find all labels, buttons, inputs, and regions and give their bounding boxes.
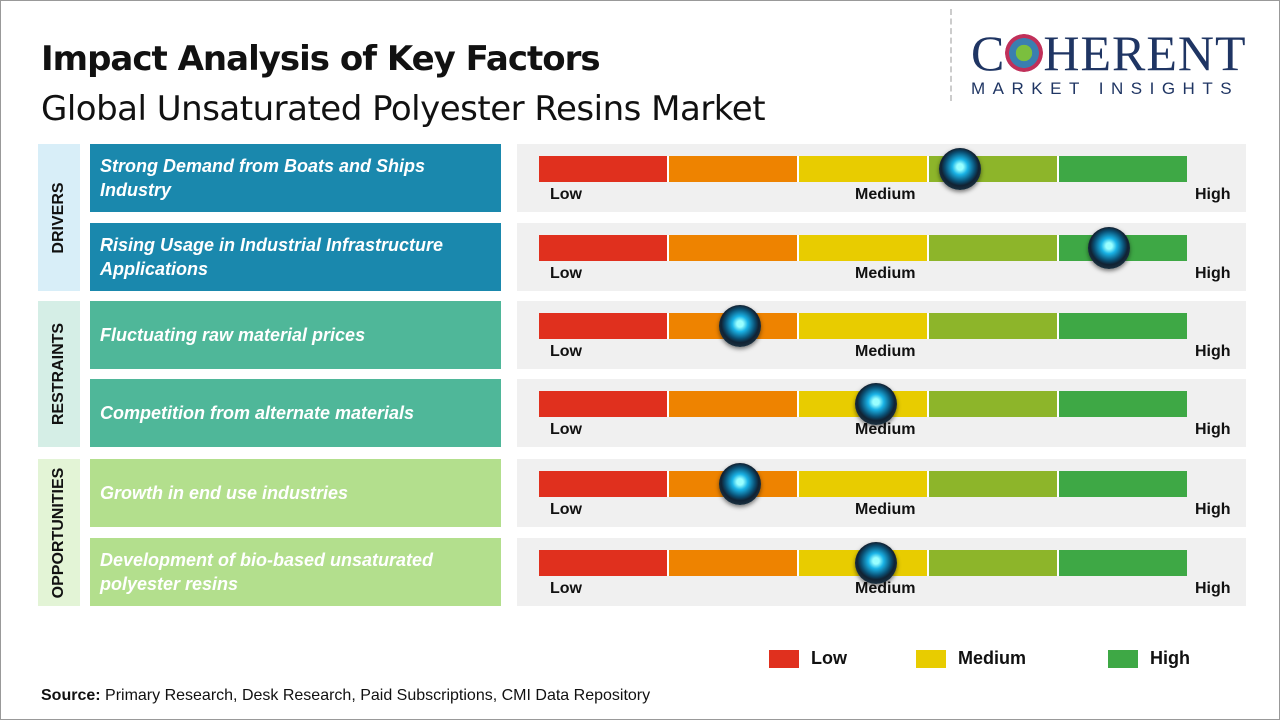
segment-medium: [799, 156, 929, 182]
scale-medium-label: Medium: [855, 580, 916, 597]
segment-medium: [799, 471, 929, 497]
logo-mark: C HERENT: [971, 25, 1247, 81]
segment-low: [539, 235, 669, 261]
impact-gauge: Low Medium High: [517, 144, 1246, 212]
factor-label: Growth in end use industries: [90, 459, 501, 527]
category-opportunities: OPPORTUNITIES: [38, 459, 80, 606]
impact-scale: [539, 471, 1187, 497]
segment-medium-high: [929, 235, 1059, 261]
category-label: OPPORTUNITIES: [50, 467, 67, 598]
impact-marker: [939, 148, 982, 190]
factor-label: Strong Demand from Boats and Ships Indus…: [90, 144, 501, 212]
scale-low-label: Low: [550, 580, 582, 597]
scale-low-label: Low: [550, 501, 582, 518]
scale-high-label: High: [1195, 265, 1231, 282]
source-note: Source: Primary Research, Desk Research,…: [41, 687, 651, 704]
scale-low-label: Low: [550, 343, 582, 360]
segment-low-medium: [669, 550, 799, 576]
scale-medium-label: Medium: [855, 501, 916, 518]
segment-low-medium: [669, 235, 799, 261]
impact-gauge: Low Medium High: [517, 459, 1246, 527]
legend-medium: Medium: [916, 648, 1026, 669]
impact-scale: [539, 391, 1187, 417]
scale-low-label: Low: [550, 421, 582, 438]
segment-medium-high: [929, 550, 1059, 576]
impact-marker: [854, 383, 897, 425]
segment-medium-high: [929, 391, 1059, 417]
factor-label: Rising Usage in Industrial Infrastructur…: [90, 223, 501, 291]
category-label: DRIVERS: [50, 181, 67, 254]
factor-label: Competition from alternate materials: [90, 379, 501, 447]
factor-label: Fluctuating raw material prices: [90, 301, 501, 369]
logo-subtext: MARKET INSIGHTS: [971, 79, 1240, 98]
impact-gauge: Low Medium High: [517, 379, 1246, 447]
segment-low: [539, 471, 669, 497]
segment-low: [539, 391, 669, 417]
segment-medium-high: [929, 313, 1059, 339]
segment-low: [539, 313, 669, 339]
impact-marker: [854, 542, 897, 584]
scale-low-label: Low: [550, 186, 582, 203]
category-drivers: DRIVERS: [38, 144, 80, 291]
segment-low-medium: [669, 391, 799, 417]
scale-medium-label: Medium: [855, 265, 916, 282]
factor-label: Development of bio-based unsaturated pol…: [90, 538, 501, 606]
impact-marker: [718, 463, 761, 505]
legend-high: High: [1108, 648, 1190, 669]
segment-high: [1059, 391, 1187, 417]
scale-high-label: High: [1195, 580, 1231, 597]
segment-medium-high: [929, 471, 1059, 497]
scale-high-label: High: [1195, 343, 1231, 360]
scale-high-label: High: [1195, 501, 1231, 518]
impact-scale: [539, 235, 1187, 261]
globe-icon: [1005, 34, 1044, 72]
logo-divider: [950, 9, 952, 101]
page-title: Impact Analysis of Key Factors: [41, 39, 601, 79]
segment-high: [1059, 156, 1187, 182]
segment-low: [539, 550, 669, 576]
page-subtitle: Global Unsaturated Polyester Resins Mark…: [41, 89, 766, 129]
logo: C HERENT MARKET INSIGHTS: [971, 25, 1261, 99]
segment-high: [1059, 313, 1187, 339]
scale-low-label: Low: [550, 265, 582, 282]
impact-gauge: Low Medium High: [517, 223, 1246, 291]
category-restraints: RESTRAINTS: [38, 301, 80, 447]
legend-low: Low: [769, 648, 847, 669]
impact-scale: [539, 156, 1187, 182]
segment-low-medium: [669, 156, 799, 182]
scale-medium-label: Medium: [855, 186, 916, 203]
impact-marker: [1088, 227, 1131, 269]
impact-scale: [539, 313, 1187, 339]
impact-marker: [718, 305, 761, 347]
segment-medium: [799, 313, 929, 339]
segment-high: [1059, 550, 1187, 576]
scale-medium-label: Medium: [855, 421, 916, 438]
impact-gauge: Low Medium High: [517, 538, 1246, 606]
segment-high: [1059, 471, 1187, 497]
scale-high-label: High: [1195, 186, 1231, 203]
segment-low: [539, 156, 669, 182]
impact-gauge: Low Medium High: [517, 301, 1246, 369]
scale-high-label: High: [1195, 421, 1231, 438]
segment-medium: [799, 235, 929, 261]
scale-medium-label: Medium: [855, 343, 916, 360]
category-label: RESTRAINTS: [50, 322, 67, 426]
